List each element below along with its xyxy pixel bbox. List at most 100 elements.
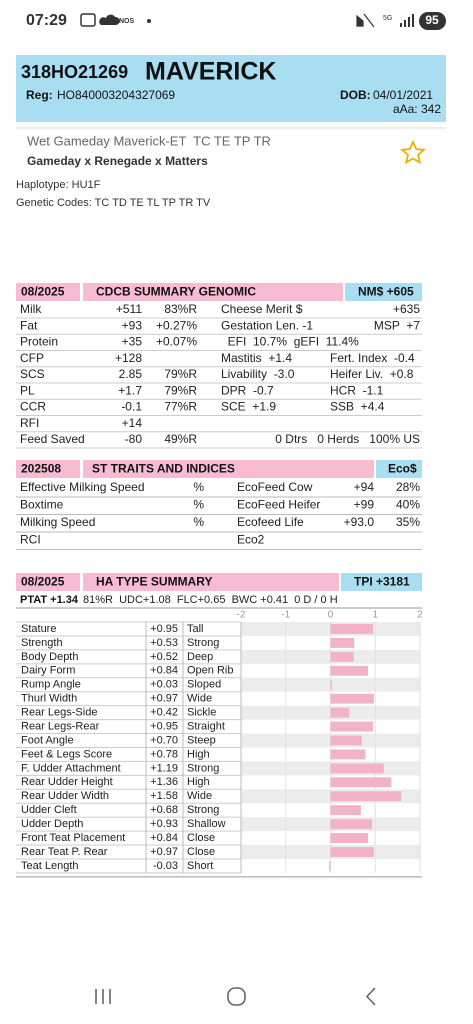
cdcb-cell: CFP <box>20 351 44 365</box>
bar <box>330 693 374 704</box>
full-name: Wet Gameday Maverick-ET TC TE TP TR <box>27 133 271 148</box>
trait-descriptor: Strong <box>187 804 219 816</box>
trait-descriptor: Short <box>187 860 213 872</box>
st-cell: Eco2 <box>237 533 265 547</box>
trait-descriptor: Close <box>187 846 215 858</box>
st-cell: % <box>193 498 204 512</box>
x-tick-label: -1 <box>281 610 290 621</box>
trait-value: +0.70 <box>150 734 178 746</box>
status-icon <box>80 13 96 27</box>
trait-descriptor: Strong <box>187 637 219 649</box>
status-network: 5G <box>383 15 392 22</box>
bar <box>330 707 350 718</box>
cdcb-cell: +35 <box>122 335 143 349</box>
trait-name: Foot Angle <box>21 734 74 746</box>
bar <box>330 777 392 788</box>
cdcb-cell: -0.1 <box>121 400 142 414</box>
st-cell: Effective Milking Speed <box>20 480 145 494</box>
bar <box>330 847 374 857</box>
cdcb-cell: 83%R <box>164 302 197 316</box>
trait-descriptor: Tall <box>187 623 204 635</box>
status-carrier: NOS <box>119 18 135 25</box>
status-icon <box>356 13 375 28</box>
dob-label: DOB: <box>340 88 371 102</box>
st-cell: EcoFeed Cow <box>237 480 313 494</box>
section-title: CDCB SUMMARY GENOMIC <box>96 285 256 299</box>
trait-value: +0.95 <box>150 720 178 732</box>
section-title: HA TYPE SUMMARY <box>96 575 212 589</box>
section-index-cell <box>376 460 422 478</box>
cdcb-cell: SSB +4.4 <box>330 400 385 414</box>
cdcb-cell: Heifer Liv. +0.8 <box>330 367 414 381</box>
section-index-cell <box>345 283 422 301</box>
trait-descriptor: Sloped <box>187 679 221 691</box>
bar <box>330 833 369 844</box>
section-date-cell <box>16 573 80 591</box>
trait-value: +0.68 <box>150 804 178 816</box>
trait-name: Front Teat Placement <box>21 832 125 844</box>
st-cell: % <box>193 515 204 529</box>
nav-home[interactable] <box>227 987 246 1006</box>
status-icon <box>99 14 120 25</box>
trait-descriptor: Straight <box>187 720 225 732</box>
section-title-cell <box>83 283 343 301</box>
st-cell: Boxtime <box>20 498 64 512</box>
cdcb-cell: 0 Dtrs 0 Herds 100% US <box>275 432 420 446</box>
section-index: TPI +3181 <box>354 575 410 589</box>
st-cell: EcoFeed Heifer <box>237 498 320 512</box>
nav-back[interactable] <box>365 987 376 1006</box>
bar <box>330 749 366 760</box>
bar <box>330 805 361 816</box>
animal-id: 318HO21269 <box>21 62 128 82</box>
trait-value: +0.95 <box>150 623 178 635</box>
section-date-cell <box>16 283 80 301</box>
cdcb-cell: PL <box>20 383 35 397</box>
trait-descriptor: Shallow <box>187 818 226 830</box>
trait-descriptor: Wide <box>187 693 212 705</box>
header-box <box>16 55 446 122</box>
cdcb-cell: +0.07% <box>156 335 197 349</box>
trait-value: +0.93 <box>150 818 178 830</box>
trait-value: +0.97 <box>150 846 178 858</box>
st-cell: Ecofeed Life <box>237 515 304 529</box>
cdcb-cell: Fert. Index -0.4 <box>330 351 415 365</box>
trait-name: Strength <box>21 637 63 649</box>
trait-descriptor: Steep <box>187 734 216 746</box>
cdcb-cell: +93 <box>122 318 143 332</box>
bar <box>330 624 374 634</box>
cdcb-cell: SCS <box>20 367 45 381</box>
reg-label: Reg: <box>26 88 53 102</box>
st-cell: 28% <box>396 480 420 494</box>
bar <box>330 721 374 732</box>
ptat-details: 81%R UDC+1.08 FLC+0.65 BWC +0.41 0 D / 0… <box>83 594 338 606</box>
dob: 04/01/2021 <box>373 88 433 102</box>
section-date: 202508 <box>21 462 61 476</box>
x-tick-label: 0 <box>328 610 334 621</box>
trait-descriptor: Close <box>187 832 215 844</box>
pedigree: Gameday x Renegade x Matters <box>27 154 208 168</box>
cdcb-cell: SCE +1.9 <box>221 400 276 414</box>
cdcb-cell: 79%R <box>164 367 197 381</box>
status-time: 07:29 <box>26 12 67 29</box>
section-index: NM$ +605 <box>358 285 414 299</box>
cdcb-cell: +635 <box>393 302 420 316</box>
trait-name: Stature <box>21 623 56 635</box>
trait-name: Thurl Width <box>21 693 77 705</box>
battery-pill <box>419 12 446 30</box>
trait-value: +1.36 <box>150 776 178 788</box>
cdcb-cell: Gestation Len. -1 <box>221 318 313 332</box>
section-date-cell <box>16 460 80 478</box>
section-title-cell <box>83 460 374 478</box>
cdcb-cell: Protein <box>20 335 58 349</box>
trait-name: Udder Cleft <box>21 804 77 816</box>
st-cell: RCI <box>20 533 41 547</box>
st-cell: Milking Speed <box>20 515 95 529</box>
trait-value: +0.78 <box>150 748 178 760</box>
trait-value: +0.53 <box>150 637 178 649</box>
cdcb-cell: 79%R <box>164 383 197 397</box>
status-icon <box>400 14 414 27</box>
bar <box>330 819 373 830</box>
favorite-star[interactable] <box>400 139 426 165</box>
bar <box>329 860 331 871</box>
st-cell: 40% <box>396 498 420 512</box>
